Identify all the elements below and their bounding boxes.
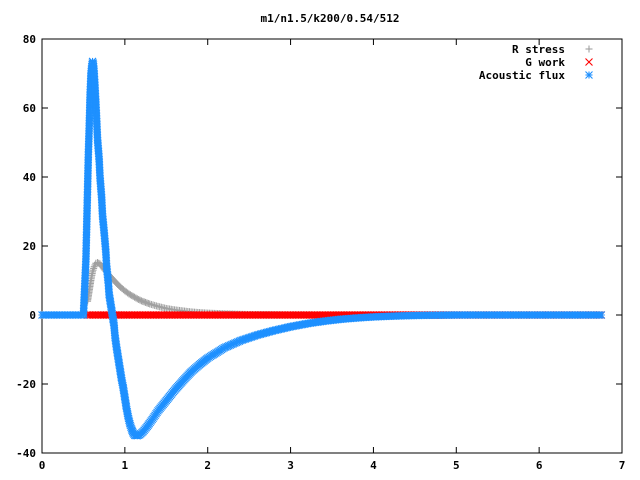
- y-tick-label: -40: [16, 447, 36, 460]
- x-tick-label: 6: [536, 459, 543, 472]
- data-point: [90, 263, 98, 271]
- data-point: [89, 266, 97, 274]
- series-r-stress: [84, 259, 377, 319]
- y-tick-label: 0: [29, 309, 36, 322]
- legend-label: Acoustic flux: [479, 69, 565, 82]
- y-tick-label: 20: [23, 240, 36, 253]
- x-tick-label: 2: [204, 459, 211, 472]
- axis-ticks: [41, 38, 623, 454]
- plot-frame: [41, 38, 623, 454]
- y-tick-label: -20: [16, 378, 36, 391]
- chart-title: m1/n1.5/k200/0.54/512: [260, 12, 399, 25]
- data-point: [597, 311, 606, 319]
- legend-marker: [585, 71, 593, 79]
- y-tick-label: 40: [23, 171, 36, 184]
- legend-marker: [585, 45, 593, 53]
- y-tick-label: 60: [23, 102, 36, 115]
- x-tick-label: 7: [619, 459, 626, 472]
- axis-tick-labels: 0 1 2 3 4 5 6 7 -40 -20 0 20 40 60 80: [16, 33, 625, 472]
- series-acoustic-flux: [38, 57, 606, 440]
- data-point: [90, 264, 98, 272]
- legend-label: R stress: [512, 43, 565, 56]
- data-point: [89, 268, 97, 276]
- x-tick-label: 1: [122, 459, 129, 472]
- x-tick-label: 4: [370, 459, 377, 472]
- x-tick-label: 5: [453, 459, 460, 472]
- x-tick-label: 0: [39, 459, 46, 472]
- y-tick-label: 80: [23, 33, 36, 46]
- legend-marker: [585, 58, 593, 66]
- x-tick-label: 3: [287, 459, 294, 472]
- legend-label: G work: [525, 56, 565, 69]
- data-points: [38, 57, 606, 440]
